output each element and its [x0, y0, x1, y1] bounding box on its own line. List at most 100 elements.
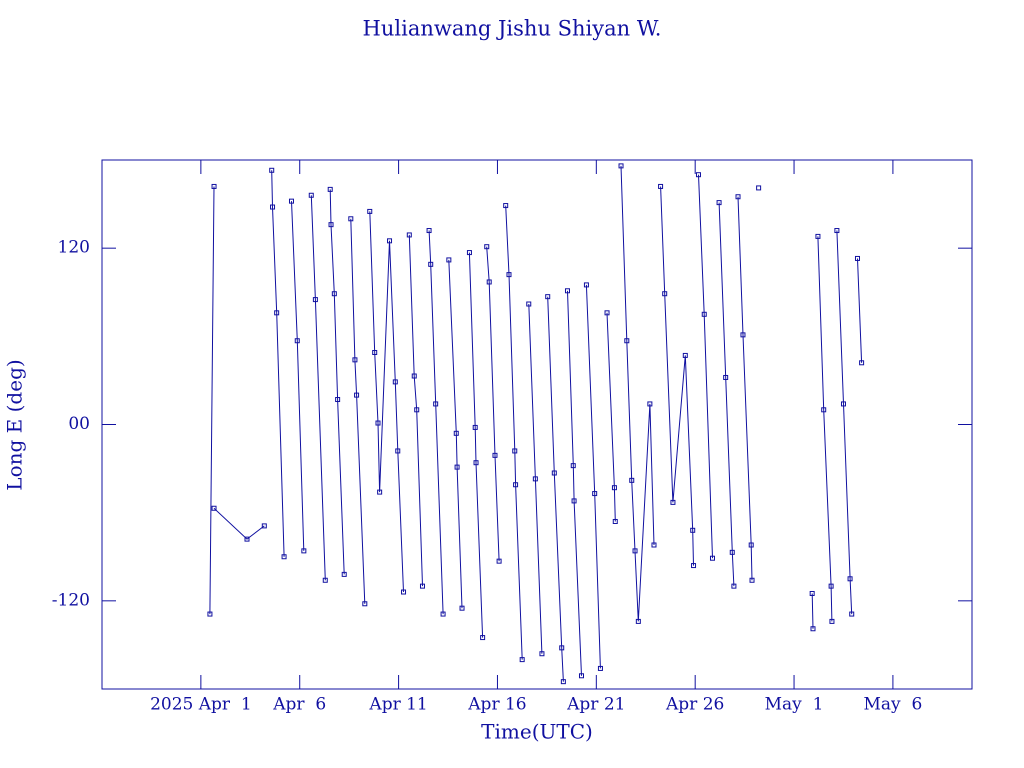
data-point — [859, 360, 865, 366]
x-tick-label: Apr 16 — [467, 695, 526, 715]
data-point — [341, 571, 347, 577]
data-point — [571, 498, 577, 504]
data-point — [635, 618, 641, 624]
data-point — [274, 310, 280, 316]
data-point — [354, 392, 360, 398]
data-point — [281, 554, 287, 560]
data-point — [406, 232, 412, 238]
data-point — [647, 401, 653, 407]
data-point — [723, 374, 729, 380]
data-point — [810, 626, 816, 632]
data-point — [597, 665, 603, 671]
data-point — [748, 542, 754, 548]
y-tick-label: 00 — [68, 414, 90, 434]
data-point — [352, 357, 358, 363]
x-tick-label: Apr 11 — [368, 695, 427, 715]
data-point — [419, 583, 425, 589]
data-point — [301, 548, 307, 554]
data-point — [651, 542, 657, 548]
data-point — [372, 349, 378, 355]
x-tick-label: Apr 6 — [272, 695, 326, 715]
data-point — [559, 645, 565, 651]
data-point — [570, 463, 576, 469]
data-point — [740, 332, 746, 338]
data-point — [446, 257, 452, 263]
data-point — [269, 167, 275, 173]
data-point — [611, 485, 617, 491]
data-point — [270, 204, 276, 210]
data-point — [729, 549, 735, 555]
data-point — [809, 590, 815, 596]
data-point — [632, 548, 638, 554]
data-point — [629, 477, 635, 483]
x-tick-label: May 1 — [765, 695, 824, 715]
data-point — [592, 491, 598, 497]
data-point — [583, 282, 589, 288]
data-point — [709, 555, 715, 561]
data-point — [335, 397, 341, 403]
data-point — [426, 228, 432, 234]
data-point — [472, 424, 478, 430]
x-tick-label: 2025 Apr 1 — [150, 695, 252, 715]
data-point — [513, 482, 519, 488]
y-axis-label: Long E (deg) — [3, 359, 27, 490]
data-point — [453, 430, 459, 436]
data-point — [821, 407, 827, 413]
data-point — [207, 611, 213, 617]
data-point — [815, 233, 821, 239]
data-point — [308, 192, 314, 198]
x-axis-label: Time(UTC) — [481, 720, 593, 744]
data-point — [473, 460, 479, 466]
data-point — [756, 185, 762, 191]
plot-frame — [101, 159, 973, 690]
data-point — [682, 352, 688, 358]
data-point — [328, 222, 334, 228]
data-point — [545, 294, 551, 300]
data-point — [506, 272, 512, 278]
data-point — [701, 311, 707, 317]
y-tick-label: 120 — [58, 238, 90, 258]
data-point — [840, 401, 846, 407]
data-point — [312, 297, 318, 303]
data-point — [433, 401, 439, 407]
data-point — [454, 464, 460, 470]
data-point — [604, 310, 610, 316]
data-point — [849, 611, 855, 617]
chart-title: Hulianwang Jishu Shiyan W. — [363, 17, 662, 41]
data-point — [624, 338, 630, 344]
data-point — [327, 186, 333, 192]
data-point — [691, 563, 697, 569]
data-point — [411, 373, 417, 379]
data-point — [395, 448, 401, 454]
data-point — [551, 470, 557, 476]
data-point — [322, 577, 328, 583]
data-point — [428, 261, 434, 267]
data-point — [492, 452, 498, 458]
x-tick-label: Apr 26 — [665, 695, 724, 715]
data-point — [288, 198, 294, 204]
data-point — [211, 505, 217, 511]
data-point — [480, 635, 486, 641]
data-point — [414, 407, 420, 413]
data-point — [519, 657, 525, 663]
data-point — [466, 250, 472, 256]
plot-area — [207, 163, 865, 685]
data-point — [539, 651, 545, 657]
data-point — [828, 583, 834, 589]
data-point — [294, 338, 300, 344]
data-point — [367, 208, 373, 214]
data-point — [662, 291, 668, 297]
x-tick-label: Apr 21 — [566, 695, 625, 715]
data-point — [331, 291, 337, 297]
data-point — [401, 589, 407, 595]
data-point — [834, 228, 840, 234]
data-point — [362, 601, 368, 607]
data-point — [735, 194, 741, 200]
data-point — [695, 172, 701, 178]
data-point — [670, 499, 676, 505]
data-point — [854, 255, 860, 261]
data-point — [658, 183, 664, 189]
data-point — [532, 476, 538, 482]
